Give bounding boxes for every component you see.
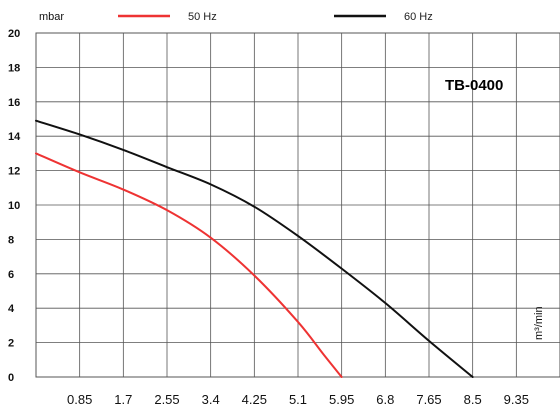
x-tick-label: 4.25 <box>242 392 267 407</box>
y-tick-label: 18 <box>8 62 20 74</box>
grid-lines <box>36 33 560 377</box>
x-tick-label: 1.7 <box>114 392 132 407</box>
y-tick-label: 4 <box>8 303 15 315</box>
x-tick-label: 6.8 <box>376 392 394 407</box>
x-axis-unit-label: m³/min <box>533 306 545 340</box>
x-tick-label: 9.35 <box>504 392 529 407</box>
x-tick-label: 5.1 <box>289 392 307 407</box>
y-tick-label: 16 <box>8 97 20 109</box>
legend-label-60hz: 60 Hz <box>404 11 433 23</box>
series-lines <box>35 119 474 378</box>
x-tick-label: 2.55 <box>154 392 179 407</box>
y-tick-label: 20 <box>8 28 20 40</box>
series-line-1 <box>35 119 474 378</box>
y-axis-unit-label: mbar <box>39 11 64 23</box>
series-line-0 <box>35 152 343 378</box>
x-tick-label: 8.5 <box>464 392 482 407</box>
y-tick-label: 2 <box>8 338 14 350</box>
y-tick-label: 0 <box>8 372 14 384</box>
model-title: TB-0400 <box>445 77 503 94</box>
x-tick-label: 0.85 <box>67 392 92 407</box>
x-tick-label: 5.95 <box>329 392 354 407</box>
x-tick-label: 3.4 <box>202 392 220 407</box>
x-tick-label: 7.65 <box>416 392 441 407</box>
x-tick-labels: 0.85 1.7 2.55 3.4 4.25 5.1 5.95 6.8 7.65 8.5 9.35 <box>67 392 529 407</box>
y-tick-label: 6 <box>8 269 14 281</box>
legend-label-50hz: 50 Hz <box>188 11 217 23</box>
legend: 50 Hz 60 Hz <box>118 11 433 23</box>
y-tick-label: 10 <box>8 200 20 212</box>
y-tick-label: 8 <box>8 234 14 246</box>
y-tick-labels: 0 2 4 6 8 10 12 14 16 18 20 <box>8 28 21 384</box>
y-tick-label: 12 <box>8 166 20 178</box>
y-tick-label: 14 <box>8 131 21 143</box>
